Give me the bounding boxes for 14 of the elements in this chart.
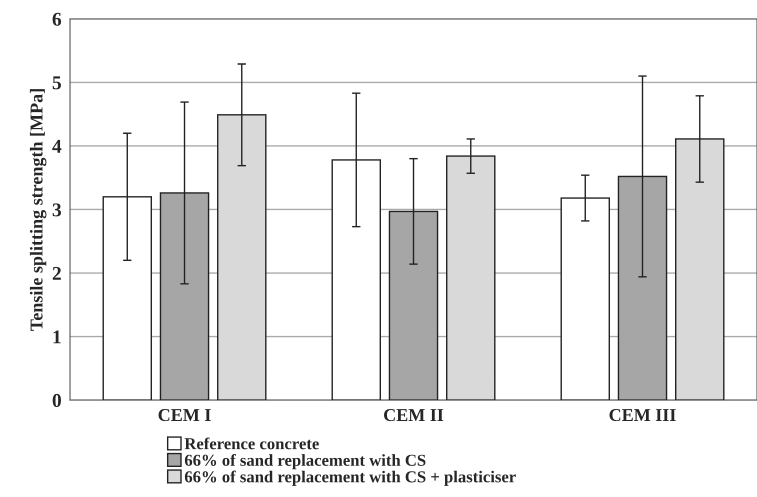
y-tick-label: 4 (52, 140, 62, 153)
y-tick-label: 0 (52, 394, 61, 408)
y-axis-title: Tensile splitting strength [MPa] (30, 89, 46, 331)
legend-label: 66% of sand replacement with CS (184, 454, 426, 470)
y-tick-label: 2 (52, 266, 61, 280)
y-tick-label: 6 (52, 12, 62, 26)
legend-label: Reference concrete (184, 437, 319, 450)
x-tick-label: CEM III (610, 408, 676, 422)
x-tick-label: CEM II (384, 408, 444, 422)
y-tick-label: 1 (54, 330, 61, 344)
legend-label: 66% of sand replacement with CS + plasticiser (184, 470, 516, 486)
y-tick-label: 3 (52, 203, 62, 216)
x-tick-label: CEM I (158, 408, 211, 422)
y-tick-label: 5 (52, 76, 61, 90)
